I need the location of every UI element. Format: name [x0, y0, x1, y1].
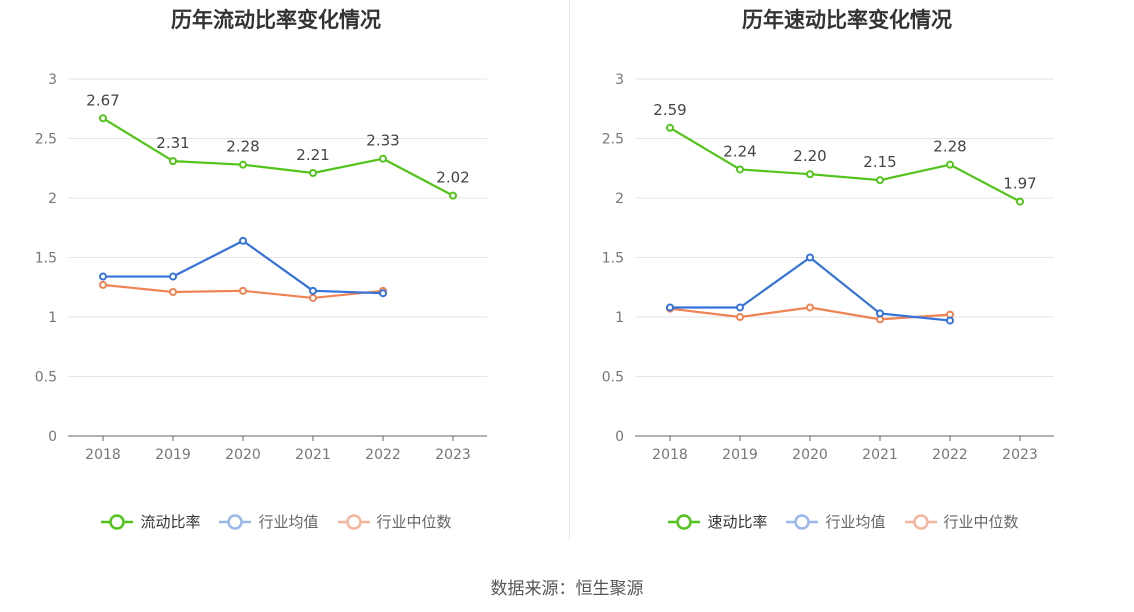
x-tick-label: 2019 — [722, 447, 758, 463]
x-tick-label: 2021 — [862, 447, 898, 463]
legend-label: 流动比率 — [140, 513, 201, 531]
data-point — [99, 272, 107, 281]
legend-label: 行业均值 — [825, 513, 886, 531]
data-label: 2.33 — [366, 132, 399, 150]
legend-marker-icon — [786, 513, 819, 530]
data-label: 2.15 — [863, 153, 896, 171]
y-tick-label: 1.5 — [35, 251, 57, 267]
data-point — [239, 286, 247, 295]
x-tick-label: 2021 — [295, 447, 331, 463]
x-tick-label: 2022 — [365, 447, 401, 463]
legend-item[interactable]: 速动比率 — [667, 511, 767, 532]
data-label: 2.28 — [933, 138, 966, 156]
legend-item[interactable]: 行业中位数 — [337, 511, 452, 532]
chart-plot: 0 0.5 1 1.5 2 2.5 3 2018 2019 2020 2021 2022 2023 2.6… — [35, 72, 487, 463]
y-tick-label: 0.5 — [602, 370, 624, 386]
data-point — [946, 160, 954, 169]
data-point — [806, 253, 814, 262]
x-tick-label: 2018 — [85, 447, 121, 463]
data-point — [1016, 197, 1024, 206]
legend-item[interactable]: 流动比率 — [100, 511, 200, 532]
data-point — [736, 313, 744, 321]
data-point — [379, 154, 387, 163]
legend-label: 行业中位数 — [943, 513, 1019, 531]
data-point — [946, 316, 954, 325]
legend-marker-icon — [101, 513, 134, 530]
data-point — [876, 176, 884, 185]
data-point — [666, 303, 674, 312]
legend-marker-icon — [219, 513, 252, 530]
y-tick-label: 3 — [615, 72, 624, 88]
y-tick-label: 2 — [615, 191, 624, 207]
data-label: 1.97 — [1003, 175, 1036, 193]
legend-marker-icon — [904, 513, 937, 530]
data-point — [239, 236, 247, 245]
data-point — [309, 286, 317, 295]
y-tick-label: 1.5 — [602, 251, 624, 267]
data-label: 2.31 — [156, 134, 189, 152]
chart-panel-current-ratio: 历年流动比率变化情况 0 0.5 1 1.5 2 2.5 3 2018 2019 2020 2021… — [0, 0, 567, 560]
legend-label: 行业均值 — [258, 513, 319, 531]
data-point — [239, 160, 247, 169]
legend-label: 速动比率 — [707, 513, 768, 531]
chart-legend: 流动比率 行业均值 行业中位数 — [0, 511, 552, 532]
legend-item[interactable]: 行业均值 — [218, 511, 319, 532]
data-point — [309, 293, 317, 302]
data-label: 2.20 — [793, 147, 826, 165]
y-tick-label: 2.5 — [602, 132, 624, 148]
y-tick-label: 0 — [615, 429, 624, 445]
data-point — [99, 114, 107, 123]
chart-legend: 速动比率 行业均值 行业中位数 — [567, 511, 1119, 532]
data-point — [309, 169, 317, 178]
x-tick-label: 2020 — [225, 447, 261, 463]
data-point — [736, 303, 744, 312]
data-source: 数据来源：恒生聚源 — [490, 579, 644, 599]
y-tick-label: 1 — [615, 310, 624, 326]
data-label: 2.24 — [723, 142, 756, 160]
y-tick-label: 0.5 — [35, 370, 57, 386]
data-point — [736, 165, 744, 174]
x-tick-label: 2022 — [932, 447, 968, 463]
data-point — [169, 157, 177, 166]
chart-title: 历年流动比率变化情况 — [171, 8, 381, 32]
x-tick-label: 2020 — [792, 447, 828, 463]
x-tick-label: 2023 — [435, 447, 471, 463]
legend-label: 行业中位数 — [376, 513, 452, 531]
data-label: 2.59 — [653, 101, 686, 119]
data-label: 2.21 — [296, 146, 329, 164]
data-point — [169, 288, 177, 297]
series-line — [669, 126, 1021, 203]
y-tick-label: 2 — [48, 191, 57, 207]
data-label: 2.28 — [226, 138, 259, 156]
data-point — [876, 309, 884, 318]
panel-divider — [569, 0, 570, 540]
data-point — [99, 280, 107, 289]
y-tick-label: 3 — [48, 72, 57, 88]
y-tick-label: 0 — [48, 429, 57, 445]
legend-marker-icon — [337, 513, 370, 530]
data-point — [169, 272, 177, 281]
data-point — [379, 289, 387, 298]
y-tick-label: 1 — [48, 310, 57, 326]
x-tick-label: 2023 — [1002, 447, 1038, 463]
legend-item[interactable]: 行业中位数 — [904, 511, 1019, 532]
x-tick-label: 2018 — [652, 447, 688, 463]
data-label: 2.67 — [86, 91, 119, 109]
x-tick-label: 2019 — [155, 447, 191, 463]
legend-marker-icon — [668, 513, 701, 530]
series-line — [102, 117, 454, 197]
data-point — [806, 170, 814, 179]
data-point — [666, 123, 674, 132]
y-tick-label: 2.5 — [35, 132, 57, 148]
data-point — [449, 191, 457, 200]
series-line — [103, 239, 384, 295]
legend-item[interactable]: 行业均值 — [785, 511, 886, 532]
data-label: 2.02 — [436, 169, 469, 187]
chart-plot: 0 0.5 1 1.5 2 2.5 3 2018 2019 2020 2021 2022 2023 2.5… — [602, 72, 1054, 463]
data-point — [806, 303, 814, 312]
chart-panel-quick-ratio: 历年速动比率变化情况 0 0.5 1 1.5 2 2.5 3 2018 2019 2020 2021… — [567, 0, 1134, 560]
chart-title: 历年速动比率变化情况 — [742, 8, 952, 32]
